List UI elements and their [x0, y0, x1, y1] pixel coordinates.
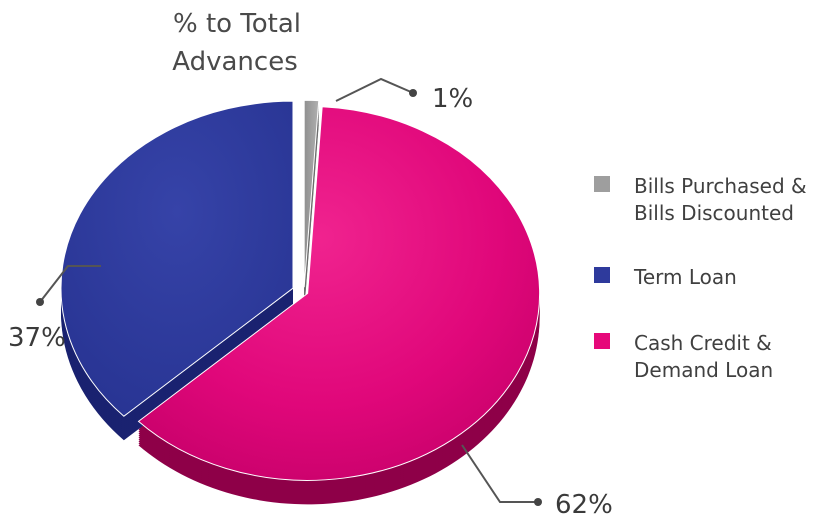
data-label-term: 37% — [8, 323, 66, 353]
leader-line-cash — [461, 444, 535, 503]
leader-line-term — [39, 265, 101, 303]
chart-title-line-1: % to Total — [173, 9, 301, 39]
legend-label-cash-line-1: Cash Credit & — [634, 331, 772, 355]
leader-line-bills — [335, 77, 412, 102]
leader-dot-cash — [534, 498, 542, 506]
legend-swatch-bills — [594, 176, 610, 192]
data-label-cash: 62% — [555, 490, 613, 518]
pie-slices — [60, 99, 541, 505]
legend-label-term: Term Loan — [633, 265, 737, 289]
legend-label-bills-line-2: Bills Discounted — [634, 201, 794, 225]
legend-swatch-term — [594, 267, 610, 283]
pie-slice-term — [60, 100, 294, 417]
leader-dot-bills — [409, 89, 417, 97]
chart-title-line-2: Advances — [172, 47, 297, 77]
pie-slice-cash — [137, 106, 541, 481]
legend: Bills Purchased & Bills Discounted Term … — [594, 174, 807, 382]
data-label-bills: 1% — [432, 84, 473, 114]
leader-dot-term — [36, 298, 44, 306]
pie-slice-bills — [303, 99, 320, 288]
leader-lines — [36, 77, 542, 506]
legend-label-cash-line-2: Demand Loan — [634, 358, 773, 382]
legend-swatch-cash — [594, 333, 610, 349]
legend-label-bills-line-1: Bills Purchased & — [634, 174, 807, 198]
